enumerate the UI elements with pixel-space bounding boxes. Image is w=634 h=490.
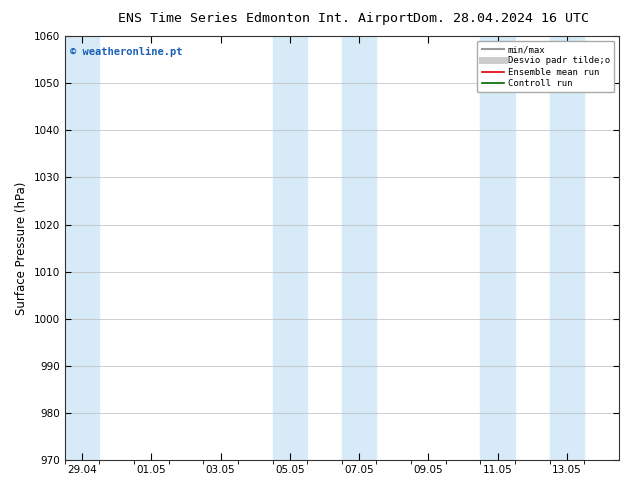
Bar: [481, 36, 515, 460]
Bar: [65, 36, 100, 460]
Bar: [273, 36, 307, 460]
Bar: [550, 36, 585, 460]
Legend: min/max, Desvio padr tilde;o, Ensemble mean run, Controll run: min/max, Desvio padr tilde;o, Ensemble m…: [477, 41, 614, 93]
Bar: [342, 36, 377, 460]
Text: Dom. 28.04.2024 16 UTC: Dom. 28.04.2024 16 UTC: [413, 12, 589, 25]
Text: © weatheronline.pt: © weatheronline.pt: [70, 47, 183, 57]
Text: ENS Time Series Edmonton Int. Airport: ENS Time Series Edmonton Int. Airport: [119, 12, 414, 25]
Y-axis label: Surface Pressure (hPa): Surface Pressure (hPa): [15, 181, 28, 315]
